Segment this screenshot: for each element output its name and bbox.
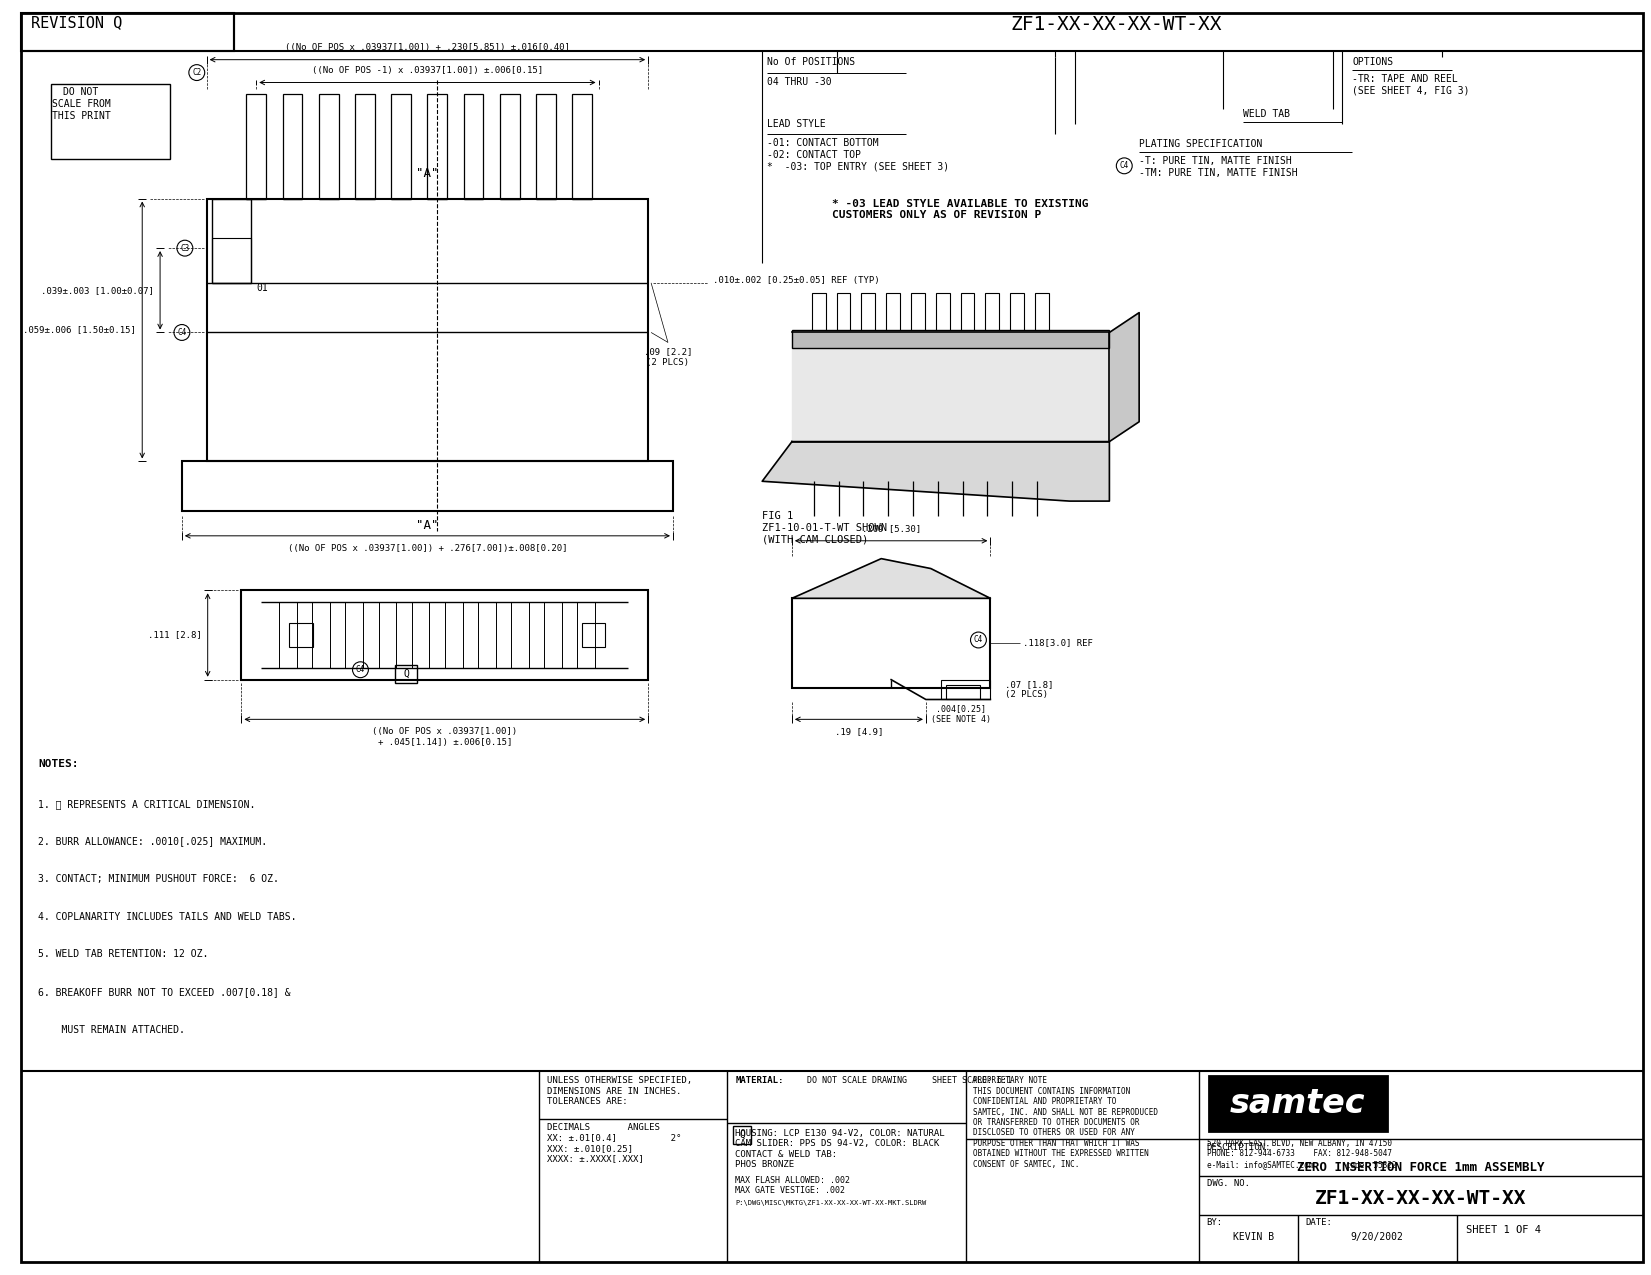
Text: UNLESS OTHERWISE SPECIFIED,
DIMENSIONS ARE IN INCHES.
TOLERANCES ARE:: UNLESS OTHERWISE SPECIFIED, DIMENSIONS A… (546, 1076, 692, 1107)
Text: .09 [2.2]
(2 PLCS): .09 [2.2] (2 PLCS) (644, 347, 692, 367)
Text: No Of POSITIONS: No Of POSITIONS (768, 56, 855, 66)
Text: 5. WELD TAB RETENTION: 12 OZ.: 5. WELD TAB RETENTION: 12 OZ. (38, 950, 208, 960)
Bar (911, 293, 925, 333)
Bar (282, 94, 302, 199)
Text: DESCRIPTION:: DESCRIPTION: (1207, 1142, 1271, 1151)
Text: 2. BURR ALLOWANCE: .0010[.025] MAXIMUM.: 2. BURR ALLOWANCE: .0010[.025] MAXIMUM. (38, 836, 267, 847)
Bar (946, 685, 981, 700)
Polygon shape (763, 441, 1109, 501)
Text: DWG. NO.: DWG. NO. (1207, 1178, 1250, 1187)
Text: .039±.003 [1.00±0.07]: .039±.003 [1.00±0.07] (41, 286, 154, 295)
Bar (246, 94, 266, 199)
Bar (279, 602, 297, 668)
Text: C4: C4 (357, 666, 365, 674)
Text: ZF1-XX-XX-XX-WT-XX: ZF1-XX-XX-XX-WT-XX (1316, 1188, 1527, 1207)
Bar (512, 602, 528, 668)
Text: 520 PARK EAST BLVD, NEW ALBANY, IN 47150
PHONE: 812-944-6733    FAX: 812-948-504: 520 PARK EAST BLVD, NEW ALBANY, IN 47150… (1207, 1139, 1397, 1169)
Bar (545, 602, 561, 668)
Bar (581, 623, 606, 646)
Text: .209 [5.30]: .209 [5.30] (862, 524, 921, 533)
Bar (21, 13, 234, 51)
Text: .07 [1.8]
(2 PLCS): .07 [1.8] (2 PLCS) (1005, 680, 1053, 699)
Bar (378, 602, 396, 668)
Bar (887, 293, 900, 333)
Text: Q: Q (740, 1130, 745, 1140)
Text: samtec: samtec (1230, 1088, 1365, 1121)
Text: -01: CONTACT BOTTOM
-02: CONTACT TOP
*  -03: TOP ENTRY (SEE SHEET 3): -01: CONTACT BOTTOM -02: CONTACT TOP * -… (768, 138, 949, 171)
Text: .111 [2.8]: .111 [2.8] (149, 631, 201, 640)
Bar (345, 602, 363, 668)
Bar (395, 664, 418, 682)
Bar (355, 94, 375, 199)
Bar (312, 602, 330, 668)
Text: FIG 1
ZF1-10-01-T-WT SHOWN
(WITH CAM CLOSED): FIG 1 ZF1-10-01-T-WT SHOWN (WITH CAM CLO… (763, 511, 887, 544)
Bar (862, 293, 875, 333)
Bar (1209, 1076, 1387, 1131)
Text: 04 THRU -30: 04 THRU -30 (768, 76, 832, 87)
Text: PLATING SPECIFICATION: PLATING SPECIFICATION (1139, 139, 1263, 149)
Text: -TR: TAPE AND REEL
(SEE SHEET 4, FIG 3): -TR: TAPE AND REEL (SEE SHEET 4, FIG 3) (1352, 74, 1469, 96)
Text: KEVIN B: KEVIN B (1233, 1232, 1275, 1242)
Text: 1. Ⓒ REPRESENTS A CRITICAL DIMENSION.: 1. Ⓒ REPRESENTS A CRITICAL DIMENSION. (38, 798, 256, 808)
Bar (182, 462, 674, 511)
Text: .059±.006 [1.50±0.15]: .059±.006 [1.50±0.15] (23, 325, 137, 334)
Bar (733, 1126, 751, 1144)
Bar (241, 590, 649, 680)
Text: WELD TAB: WELD TAB (1243, 110, 1291, 120)
Bar (51, 84, 170, 159)
Text: C4: C4 (1119, 162, 1129, 171)
Polygon shape (792, 558, 991, 598)
Text: ZERO INSERTION FORCE 1mm ASSEMBLY: ZERO INSERTION FORCE 1mm ASSEMBLY (1298, 1160, 1545, 1174)
Text: P:\DWG\MISC\MKTG\ZF1-XX-XX-XX-WT-XX-MKT.SLDRW: P:\DWG\MISC\MKTG\ZF1-XX-XX-XX-WT-XX-MKT.… (735, 1201, 926, 1206)
Text: Q: Q (403, 668, 409, 678)
Bar (837, 293, 850, 333)
Text: ((No OF POS x .03937[1.00])
+ .045[1.14]) ±.006[0.15]: ((No OF POS x .03937[1.00]) + .045[1.14]… (371, 727, 517, 747)
Text: DECIMALS       ANGLES
XX: ±.01[0.4]          2°
XXX: ±.010[0.25]
XXXX: ±.XXXX[.X: DECIMALS ANGLES XX: ±.01[0.4] 2° XXX: ±.… (546, 1123, 682, 1163)
Text: LEAD STYLE: LEAD STYLE (768, 119, 826, 129)
Bar (206, 199, 649, 462)
Bar (1010, 293, 1024, 333)
Text: C3: C3 (180, 244, 190, 252)
Bar (444, 602, 462, 668)
Text: DO NOT SCALE DRAWING     SHEET SCALE: 6:1: DO NOT SCALE DRAWING SHEET SCALE: 6:1 (807, 1076, 1012, 1085)
Text: 9/20/2002: 9/20/2002 (1351, 1232, 1403, 1242)
Text: NOTES:: NOTES: (38, 759, 79, 769)
Bar (537, 94, 556, 199)
Bar (477, 602, 495, 668)
Text: REVISION Q: REVISION Q (31, 15, 122, 31)
Bar (961, 293, 974, 333)
Bar (792, 598, 991, 687)
Bar (391, 94, 411, 199)
Text: 3. CONTACT; MINIMUM PUSHOUT FORCE:  6 OZ.: 3. CONTACT; MINIMUM PUSHOUT FORCE: 6 OZ. (38, 875, 279, 884)
Text: OPTIONS: OPTIONS (1352, 56, 1393, 66)
Bar (319, 94, 338, 199)
Text: .004[0.25]
(SEE NOTE 4): .004[0.25] (SEE NOTE 4) (931, 705, 991, 724)
Bar (211, 238, 251, 283)
Polygon shape (792, 333, 1109, 441)
Text: 4. COPLANARITY INCLUDES TAILS AND WELD TABS.: 4. COPLANARITY INCLUDES TAILS AND WELD T… (38, 912, 297, 922)
Text: SHEET 1 OF 4: SHEET 1 OF 4 (1466, 1225, 1542, 1235)
Bar (578, 602, 594, 668)
Text: PROPRIETARY NOTE
THIS DOCUMENT CONTAINS INFORMATION
CONFIDENTIAL AND PROPRIETARY: PROPRIETARY NOTE THIS DOCUMENT CONTAINS … (974, 1076, 1159, 1169)
Text: ((No OF POS x .03937[1.00]) + .276[7.00])±.008[0.20]: ((No OF POS x .03937[1.00]) + .276[7.00]… (287, 543, 568, 553)
Bar (411, 602, 429, 668)
Text: DATE:: DATE: (1306, 1219, 1332, 1228)
Text: ((No OF POS -1) x .03937[1.00]) ±.006[0.15]: ((No OF POS -1) x .03937[1.00]) ±.006[0.… (312, 65, 543, 74)
Bar (936, 293, 949, 333)
Text: ((No OF POS x .03937[1.00]) + .230[5.85]) ±.016[0.40]: ((No OF POS x .03937[1.00]) + .230[5.85]… (286, 43, 570, 52)
Bar (1035, 293, 1048, 333)
Text: C4: C4 (177, 328, 187, 337)
Text: .010±.002 [0.25±0.05] REF (TYP): .010±.002 [0.25±0.05] REF (TYP) (713, 277, 880, 286)
Text: 6. BREAKOFF BURR NOT TO EXCEED .007[0.18] &: 6. BREAKOFF BURR NOT TO EXCEED .007[0.18… (38, 987, 291, 997)
Bar (792, 330, 1109, 348)
Text: "A": "A" (416, 167, 438, 180)
Text: BY:: BY: (1207, 1219, 1223, 1228)
Text: C4: C4 (974, 635, 982, 644)
Bar (986, 293, 999, 333)
Text: MAX FLASH ALLOWED: .002
MAX GATE VESTIGE: .002: MAX FLASH ALLOWED: .002 MAX GATE VESTIGE… (735, 1176, 850, 1195)
Text: MUST REMAIN ATTACHED.: MUST REMAIN ATTACHED. (38, 1025, 185, 1035)
Text: .19 [4.9]: .19 [4.9] (835, 727, 883, 736)
Bar (464, 94, 484, 199)
Bar (211, 199, 251, 283)
Bar (573, 94, 593, 199)
